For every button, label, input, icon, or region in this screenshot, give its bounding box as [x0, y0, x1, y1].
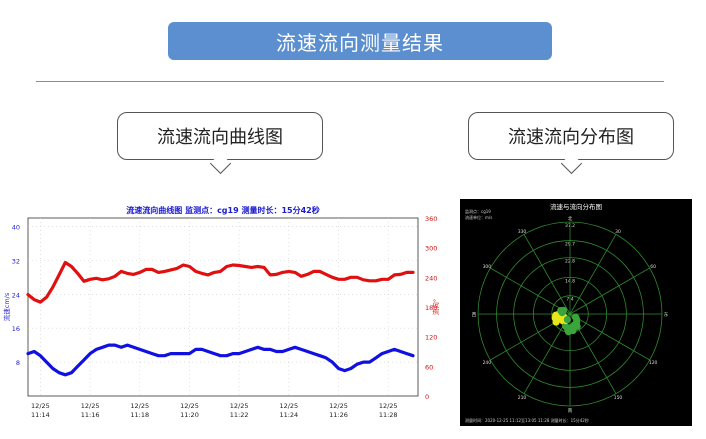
y-tick-right: 300 [425, 245, 437, 253]
angle-spoke [523, 234, 571, 315]
y-tick-left: 32 [12, 257, 20, 265]
angle-label: 240 [483, 360, 492, 366]
callout-tail [209, 152, 232, 175]
x-tick-time: 11:26 [329, 411, 348, 419]
data-point [552, 318, 560, 326]
angle-label: 南 [568, 407, 573, 414]
divider [36, 81, 664, 82]
data-point [559, 306, 568, 314]
angle-label: 60 [650, 264, 656, 270]
angle-label: 东 [664, 311, 669, 318]
callout-label: 流速流向分布图 [508, 127, 634, 148]
x-tick-time: 11:24 [279, 411, 298, 419]
data-point [571, 313, 580, 321]
angle-label: 150 [614, 395, 623, 401]
angle-label: 北 [568, 215, 573, 222]
y-axis-label-left: 流速cm/s [2, 292, 11, 321]
x-tick-date: 12/25 [379, 402, 398, 410]
angle-label: 330 [518, 229, 527, 235]
callout-line-chart: 流速流向曲线图 [117, 112, 323, 175]
angle-spoke [569, 313, 650, 361]
angle-label: 120 [649, 360, 658, 366]
angle-label: 30 [615, 229, 621, 235]
angle-spoke [569, 267, 650, 315]
angle-label: 西 [472, 312, 477, 318]
page-title: 流速流向测量结果 [168, 22, 552, 60]
y-tick-left: 16 [12, 325, 20, 333]
callout-label: 流速流向曲线图 [157, 127, 283, 148]
x-tick-time: 11:28 [379, 411, 398, 419]
x-tick-time: 11:16 [81, 411, 100, 419]
x-tick-date: 12/25 [329, 402, 348, 410]
data-point [563, 316, 571, 324]
polar-background [460, 199, 692, 426]
y-tick-right: 360 [425, 215, 437, 223]
line-chart: 流速流向曲线图 监测点：cg19 测量时长：15分42秒 40 32 24 16 8 360… [2, 205, 440, 419]
y-tick-right: 120 [425, 334, 437, 342]
x-tick-time: 11:22 [230, 411, 249, 419]
chart-title: 流速流向曲线图 监测点：cg19 测量时长：15分42秒 [126, 205, 319, 215]
y-axis-label-right: 流向° [431, 299, 440, 315]
x-tick-date: 12/25 [31, 402, 50, 410]
direction-series-line [26, 260, 415, 304]
callout-polar-chart: 流速流向分布图 [468, 112, 674, 175]
y-tick-left: 24 [12, 291, 20, 299]
x-tick-date: 12/25 [230, 402, 249, 410]
x-tick-date: 12/25 [81, 402, 100, 410]
polar-info-text: 监测点：cg19 [465, 208, 491, 214]
polar-title: 流速与流向分布图 [550, 202, 602, 211]
angle-spoke [490, 267, 571, 315]
angle-label: 210 [518, 395, 527, 401]
speed-series-line [26, 343, 415, 377]
y-tick-right: 240 [425, 274, 437, 282]
x-tick-date: 12/25 [130, 402, 149, 410]
angle-label: 300 [483, 264, 492, 270]
y-tick-right: 0 [425, 393, 429, 401]
plot-frame [27, 217, 419, 397]
x-tick-time: 11:14 [31, 411, 50, 419]
angle-spoke [569, 234, 617, 315]
y-tick-right: 60 [425, 363, 433, 371]
x-tick-time: 11:20 [180, 411, 199, 419]
y-tick-right: 180 [425, 304, 437, 312]
x-tick-date: 12/25 [279, 402, 298, 410]
callout-tail [560, 152, 583, 175]
x-tick-date: 12/25 [180, 402, 199, 410]
y-tick-left: 40 [12, 223, 20, 231]
data-point [564, 328, 573, 336]
y-tick-left: 8 [16, 359, 20, 367]
x-tick-time: 11:18 [130, 411, 149, 419]
polar-info-text: 流速单位：m/s [465, 214, 492, 220]
polar-footer: 测量时间：2020-12-25 11:12至13:05 11:28 测量时长：1… [465, 417, 589, 423]
